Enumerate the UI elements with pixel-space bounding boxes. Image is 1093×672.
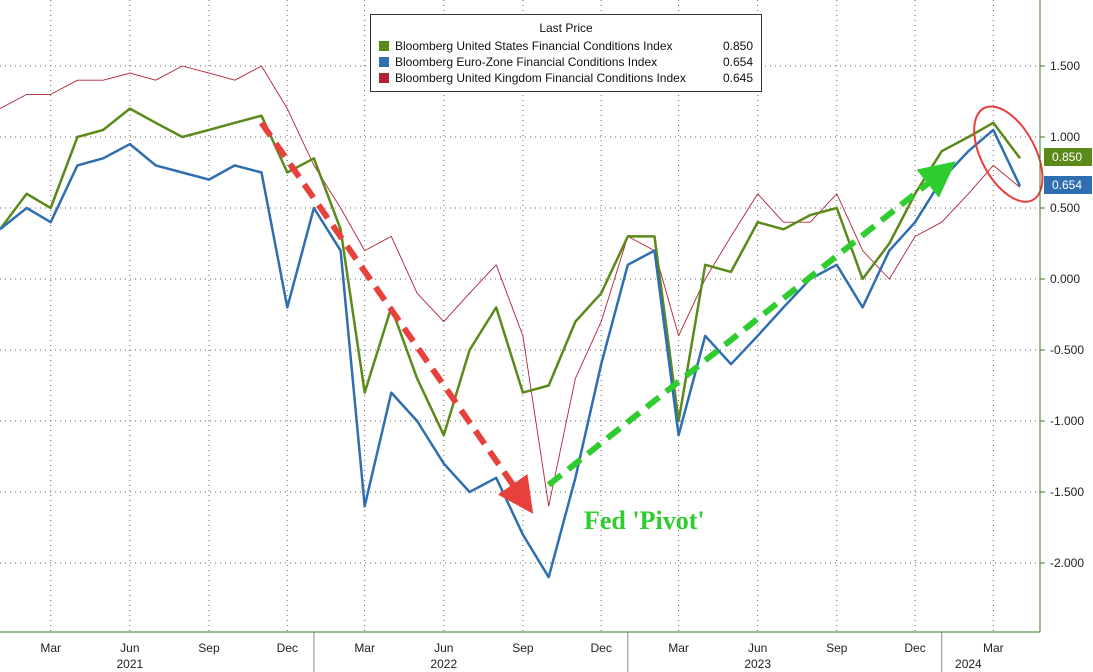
- legend-value-eu: 0.654: [722, 55, 753, 69]
- legend: Last Price Bloomberg United States Finan…: [370, 14, 762, 92]
- legend-item-eu: Bloomberg Euro-Zone Financial Conditions…: [379, 54, 753, 70]
- annotation-ellipse: [973, 105, 1044, 203]
- x-tick-label: Mar: [983, 641, 1004, 655]
- x-tick-label: Mar: [668, 641, 689, 655]
- legend-item-uk: Bloomberg United Kingdom Financial Condi…: [379, 70, 753, 86]
- x-tick-label: Dec: [277, 641, 298, 655]
- legend-value-uk: 0.645: [722, 71, 753, 85]
- legend-item-us: Bloomberg United States Financial Condit…: [379, 38, 753, 54]
- us-last-value-badge: 0.850: [1044, 148, 1092, 166]
- annotations-layer: [258, 105, 1044, 514]
- x-tick-label: Jun: [434, 641, 453, 655]
- y-tick-label: 1.500: [1050, 59, 1080, 73]
- legend-swatch-eu: [379, 57, 389, 67]
- legend-label-eu: Bloomberg Euro-Zone Financial Conditions…: [395, 55, 658, 69]
- x-year-label: 2024: [955, 657, 982, 671]
- fed-pivot-annotation: Fed 'Pivot': [584, 506, 705, 535]
- y-tick-label: 1.000: [1050, 130, 1080, 144]
- y-tick-label: 0.000: [1050, 272, 1080, 286]
- x-tick-label: Dec: [904, 641, 925, 655]
- legend-label-us: Bloomberg United States Financial Condit…: [395, 39, 673, 53]
- grid-lines: [0, 0, 1040, 632]
- x-tick-label: Sep: [512, 641, 534, 655]
- x-tick-label: Mar: [354, 641, 375, 655]
- legend-swatch-uk: [379, 73, 389, 83]
- legend-value-us: 0.850: [722, 39, 753, 53]
- legend-label-uk: Bloomberg United Kingdom Financial Condi…: [395, 71, 686, 85]
- y-tick-label: 0.500: [1050, 201, 1080, 215]
- legend-title: Last Price: [539, 21, 593, 35]
- annotation-arrow: [546, 161, 956, 488]
- y-tick-label: -1.000: [1050, 414, 1084, 428]
- series-line-2: [0, 65, 1021, 507]
- y-tick-label: -0.500: [1050, 343, 1084, 357]
- eu-last-value-badge: 0.654: [1044, 176, 1092, 194]
- x-year-label: 2022: [430, 657, 457, 671]
- x-tick-label: Jun: [120, 641, 139, 655]
- x-tick-label: Mar: [40, 641, 61, 655]
- x-year-label: 2023: [744, 657, 771, 671]
- series-line-0: [0, 107, 1021, 437]
- x-tick-label: Sep: [198, 641, 220, 655]
- y-tick-label: -2.000: [1050, 556, 1084, 570]
- legend-swatch-us: [379, 41, 389, 51]
- x-year-label: 2021: [117, 657, 144, 671]
- y-tick-label: -1.500: [1050, 485, 1084, 499]
- x-tick-label: Sep: [826, 641, 848, 655]
- annotation-arrow: [258, 121, 534, 514]
- x-tick-label: Jun: [748, 641, 767, 655]
- x-tick-label: Dec: [590, 641, 611, 655]
- series-layer: [0, 65, 1022, 579]
